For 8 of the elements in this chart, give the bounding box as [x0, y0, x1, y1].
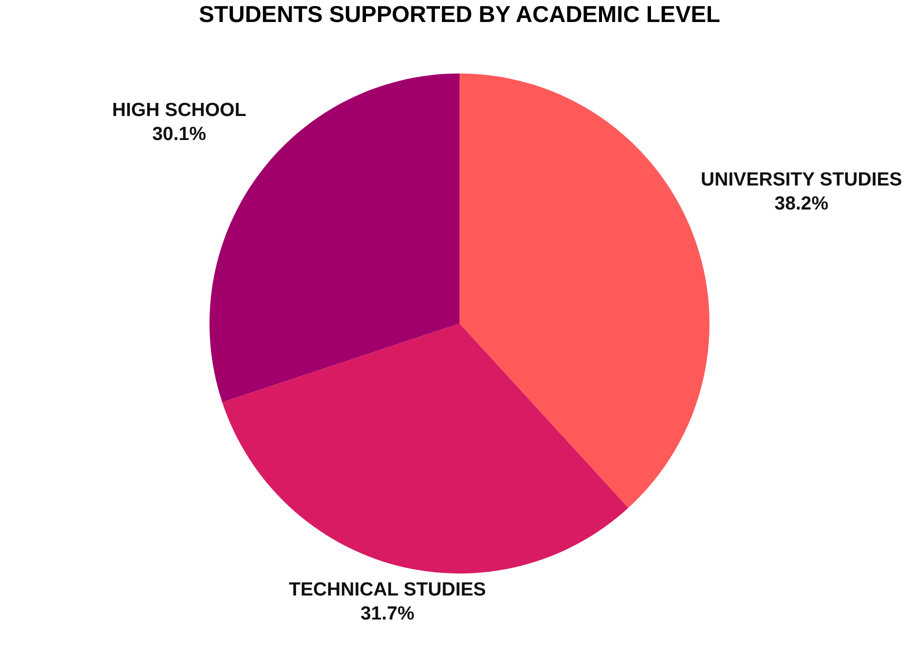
data-label: 30.1% — [152, 124, 206, 146]
data-label: 38.2% — [774, 194, 828, 215]
data-label: 31.7% — [360, 604, 414, 625]
pie-slice — [222, 324, 628, 574]
chart-title: STUDENTS SUPPORTED BY ACADEMIC LEVEL — [198, 1, 720, 27]
slice-label: HIGH SCHOOL — [112, 100, 247, 122]
slice-label: UNIVERSITY STUDIES — [700, 170, 902, 191]
slice-label: TECHNICAL STUDIES — [288, 580, 486, 601]
